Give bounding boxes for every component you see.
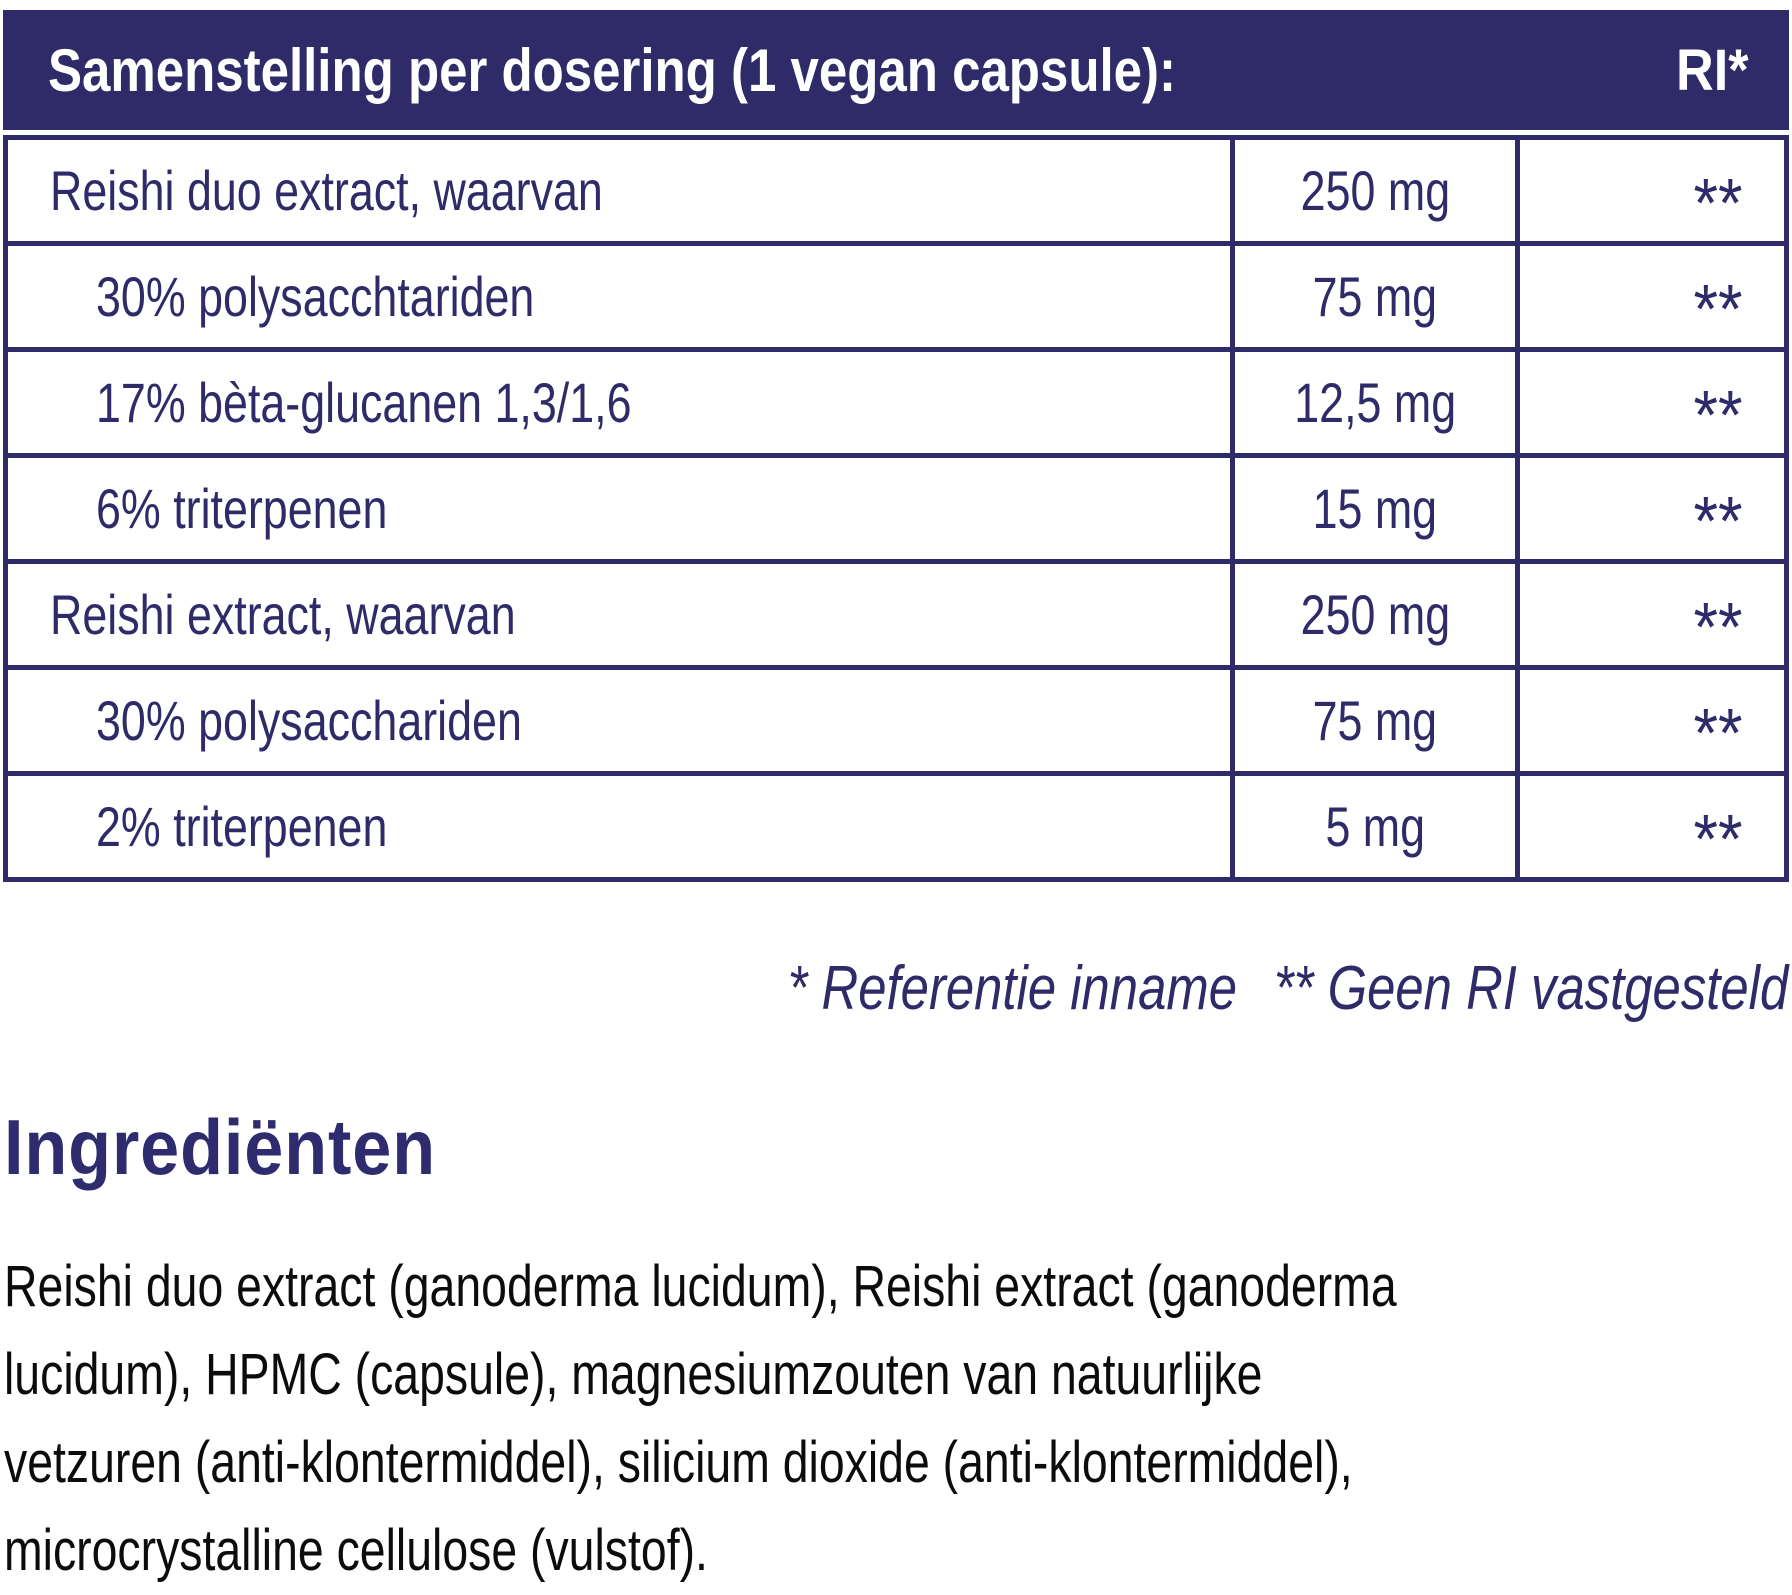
table-row: 17% bèta-glucanen 1,3/1,6 12,5 mg ** xyxy=(8,352,1784,458)
amount-cell: 5 mg xyxy=(1235,776,1520,877)
ingredients-line: lucidum), HPMC (capsule), magnesiumzoute… xyxy=(4,1342,1263,1407)
amount-cell: 15 mg xyxy=(1235,458,1520,559)
amount-value: 75 mg xyxy=(1312,265,1438,328)
ingredient-name: Reishi extract, waarvan xyxy=(50,583,516,646)
no-ri-marker: ** xyxy=(1692,481,1742,560)
table-footnote: * Referentie inname ** Geen RI vastgestel… xyxy=(568,938,1788,1038)
amount-cell: 250 mg xyxy=(1235,564,1520,665)
amount-cell: 75 mg xyxy=(1235,246,1520,347)
table-row: Reishi extract, waarvan 250 mg ** xyxy=(8,564,1784,670)
table-row: 6% triterpenen 15 mg ** xyxy=(8,458,1784,564)
ri-cell: ** xyxy=(1520,458,1784,560)
ri-cell: ** xyxy=(1520,352,1784,454)
amount-value: 12,5 mg xyxy=(1294,371,1456,434)
ingredient-name: 17% bèta-glucanen 1,3/1,6 xyxy=(96,371,632,434)
ingredient-name-cell: Reishi duo extract, waarvan xyxy=(8,140,1235,241)
amount-value: 250 mg xyxy=(1300,159,1450,222)
table-title: Samenstelling per dosering (1 vegan caps… xyxy=(48,36,1176,104)
ri-cell: ** xyxy=(1520,140,1784,242)
ri-cell: ** xyxy=(1520,564,1784,666)
amount-cell: 12,5 mg xyxy=(1235,352,1520,453)
table-row: 30% polysacchariden 75 mg ** xyxy=(8,670,1784,776)
ingredients-line: vetzuren (anti-klontermiddel), silicium … xyxy=(4,1430,1353,1495)
table-row: Reishi duo extract, waarvan 250 mg ** xyxy=(8,140,1784,246)
composition-table: Reishi duo extract, waarvan 250 mg ** 30… xyxy=(3,135,1789,882)
ri-cell: ** xyxy=(1520,246,1784,348)
table-row: 2% triterpenen 5 mg ** xyxy=(8,776,1784,877)
ingredient-name-cell: 17% bèta-glucanen 1,3/1,6 xyxy=(8,352,1235,453)
amount-value: 250 mg xyxy=(1300,583,1450,646)
no-ri-marker: ** xyxy=(1692,799,1742,878)
ingredient-name-cell: Reishi extract, waarvan xyxy=(8,564,1235,665)
ingredient-name: 6% triterpenen xyxy=(96,477,388,540)
no-ri-marker: ** xyxy=(1692,587,1742,666)
table-row: 30% polysacchtariden 75 mg ** xyxy=(8,246,1784,352)
ri-cell: ** xyxy=(1520,776,1784,878)
ri-cell: ** xyxy=(1520,670,1784,772)
ingredient-name: Reishi duo extract, waarvan xyxy=(50,159,603,222)
amount-value: 15 mg xyxy=(1312,477,1438,540)
ingredient-name: 30% polysacchariden xyxy=(96,689,522,752)
footnote-reference: * Referentie inname xyxy=(787,953,1237,1023)
ingredients-paragraph: Reishi duo extract (ganoderma lucidum), … xyxy=(4,1243,1788,1595)
no-ri-marker: ** xyxy=(1692,693,1742,772)
no-ri-marker: ** xyxy=(1692,375,1742,454)
ingredient-name-cell: 6% triterpenen xyxy=(8,458,1235,559)
amount-value: 5 mg xyxy=(1325,795,1425,858)
ingredient-name-cell: 30% polysacchtariden xyxy=(8,246,1235,347)
ingredient-name-cell: 2% triterpenen xyxy=(8,776,1235,877)
no-ri-marker: ** xyxy=(1692,269,1742,348)
amount-cell: 250 mg xyxy=(1235,140,1520,241)
footnote-no-ri: ** Geen RI vastgesteld xyxy=(1273,953,1788,1023)
ingredients-heading: Ingrediënten xyxy=(4,1103,437,1191)
ingredient-name: 2% triterpenen xyxy=(96,795,388,858)
table-header-bar: Samenstelling per dosering (1 vegan caps… xyxy=(3,10,1789,130)
ingredient-name: 30% polysacchtariden xyxy=(96,265,535,328)
amount-cell: 75 mg xyxy=(1235,670,1520,771)
ingredients-line: Reishi duo extract (ganoderma lucidum), … xyxy=(4,1254,1397,1319)
ingredients-line: microcrystalline cellulose (vulstof). xyxy=(4,1518,708,1583)
no-ri-marker: ** xyxy=(1692,163,1742,242)
ingredient-name-cell: 30% polysacchariden xyxy=(8,670,1235,771)
amount-value: 75 mg xyxy=(1312,689,1438,752)
ri-column-header: RI* xyxy=(1676,37,1749,103)
